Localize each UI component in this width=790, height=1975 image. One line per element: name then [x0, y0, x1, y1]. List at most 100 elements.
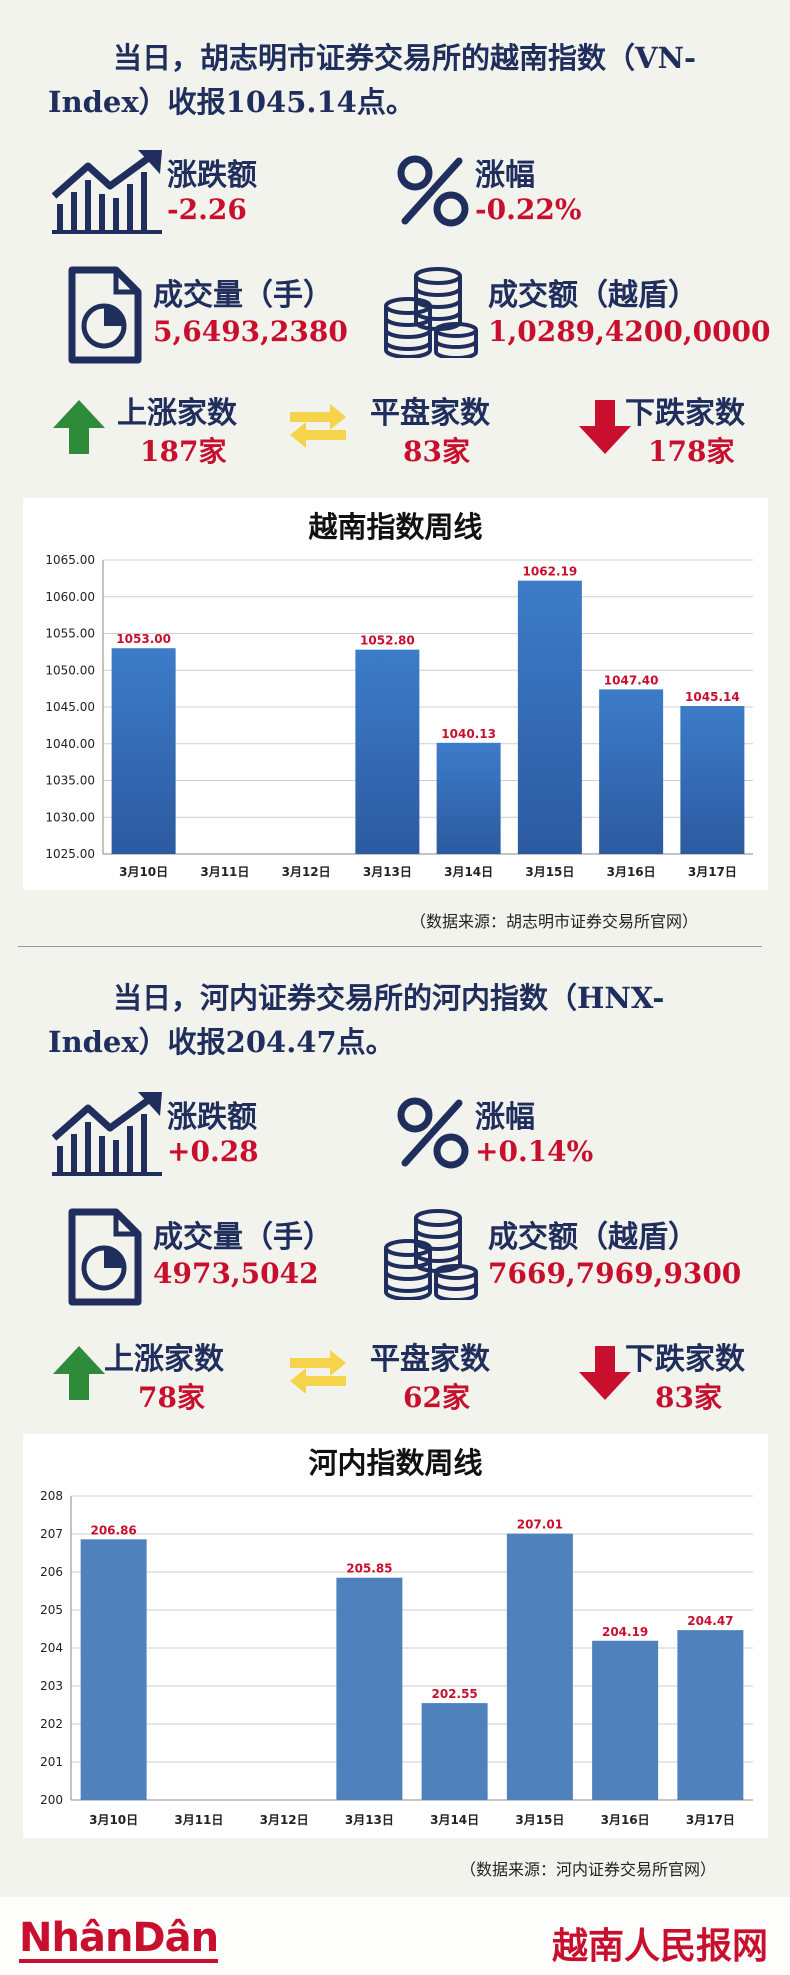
turnover-value: 7669,7969,9300	[488, 1257, 742, 1290]
up-value: 187家	[140, 435, 227, 468]
hnx-index-source: （数据来源：河内证券交易所官网）	[460, 1860, 717, 1879]
pct-label: 涨幅	[475, 1100, 535, 1135]
bar-data-label: 207.01	[517, 1518, 563, 1532]
document-pie-icon	[68, 1208, 142, 1306]
bar-data-label: 1045.14	[685, 690, 740, 704]
coins-stack-icon	[384, 267, 478, 358]
x-tick-label: 3月13日	[363, 865, 412, 879]
turnover-label: 成交额（越盾）	[488, 1220, 698, 1255]
flat-value: 62家	[403, 1381, 470, 1414]
x-tick-label: 3月16日	[607, 865, 656, 879]
down-value: 83家	[655, 1381, 722, 1414]
x-tick-label: 3月10日	[89, 1813, 138, 1827]
bar-data-label: 204.47	[687, 1614, 733, 1628]
turnover-value: 1,0289,4200,0000	[488, 315, 771, 348]
coins-stack-icon	[384, 1209, 478, 1300]
bar	[677, 1630, 744, 1800]
y-tick-label: 204	[40, 1641, 63, 1655]
flat-value: 83家	[403, 435, 470, 468]
bar	[355, 649, 420, 854]
x-tick-label: 3月14日	[444, 865, 493, 879]
pct-label: 涨幅	[475, 158, 535, 193]
percent-icon	[397, 1097, 469, 1169]
section-divider	[18, 946, 762, 947]
percent-icon	[397, 155, 469, 227]
volume-label: 成交量（手）	[153, 1220, 333, 1255]
x-tick-label: 3月15日	[525, 865, 574, 879]
pct-value: +0.14%	[475, 1135, 594, 1168]
x-tick-label: 3月13日	[345, 1813, 394, 1827]
x-tick-label: 3月14日	[430, 1813, 479, 1827]
x-tick-label: 3月12日	[282, 865, 331, 879]
x-tick-label: 3月16日	[601, 1813, 650, 1827]
trend-chart-icon	[51, 1092, 162, 1176]
x-tick-label: 3月15日	[515, 1813, 564, 1827]
bar-data-label: 206.86	[90, 1523, 136, 1537]
x-tick-label: 3月17日	[686, 1813, 735, 1827]
up-label: 上涨家数	[104, 1342, 224, 1377]
down-arrow-icon	[579, 1346, 631, 1400]
y-tick-label: 1040.00	[45, 737, 95, 751]
trend-chart-icon	[51, 150, 162, 234]
bar	[592, 1640, 659, 1800]
y-tick-label: 1045.00	[45, 700, 95, 714]
y-tick-label: 1055.00	[45, 627, 95, 641]
change-label: 涨跌额	[167, 1100, 257, 1135]
vn-index-source: （数据来源：胡志明市证券交易所官网）	[410, 912, 699, 931]
bar	[680, 705, 745, 854]
up-value: 78家	[138, 1381, 205, 1414]
y-tick-label: 200	[40, 1793, 63, 1807]
bar-data-label: 1040.13	[441, 727, 496, 741]
logo-underline	[19, 1959, 219, 1963]
bar-data-label: 204.19	[602, 1625, 648, 1639]
x-tick-label: 3月12日	[260, 1813, 309, 1827]
y-tick-label: 1030.00	[45, 810, 95, 824]
change-label: 涨跌额	[167, 158, 257, 193]
flat-arrows-icon	[290, 1350, 346, 1394]
flat-arrows-icon	[290, 404, 346, 448]
y-tick-label: 1065.00	[45, 553, 95, 567]
bar-data-label: 1052.80	[360, 634, 415, 648]
hnx-index-chart-title: 河内指数周线	[308, 1446, 483, 1480]
y-tick-label: 203	[40, 1679, 63, 1693]
down-label: 下跌家数	[625, 1342, 745, 1377]
x-tick-label: 3月11日	[174, 1813, 223, 1827]
turnover-label: 成交额（越盾）	[488, 278, 698, 313]
site-name-logo[interactable]: 越南人民报网	[551, 1925, 768, 1967]
bar	[506, 1533, 573, 1800]
vn-index-chart-panel: 越南指数周线 1025.00 1030.00 1035.00 1040.00 1045.…	[23, 498, 768, 890]
volume-value: 5,6493,2380	[153, 315, 348, 348]
vn-index-chart-title: 越南指数周线	[308, 510, 483, 544]
y-tick-label: 1025.00	[45, 847, 95, 861]
nhandan-logo[interactable]: NhânDân	[19, 1915, 219, 1963]
pct-value: -0.22%	[475, 193, 582, 226]
y-tick-label: 208	[40, 1489, 63, 1503]
bar	[80, 1539, 147, 1800]
vn-index-bar-chart: 1025.00 1030.00 1035.00 1040.00 1045.00 1050.…	[45, 553, 753, 879]
y-tick-label: 201	[40, 1755, 63, 1769]
bar-data-label: 1062.19	[523, 565, 578, 579]
up-label: 上涨家数	[117, 396, 237, 431]
x-tick-label: 3月10日	[119, 865, 168, 879]
bar-data-label: 1047.40	[604, 673, 659, 687]
x-tick-label: 3月11日	[200, 865, 249, 879]
up-arrow-icon	[53, 400, 105, 454]
x-tick-label: 3月17日	[688, 865, 737, 879]
up-arrow-icon	[53, 1346, 105, 1400]
bar-data-label: 205.85	[346, 1562, 392, 1576]
flat-label: 平盘家数	[370, 1342, 490, 1377]
footer-bar: NhânDân 越南人民报网	[0, 1897, 790, 1975]
down-value: 178家	[648, 435, 735, 468]
y-tick-label: 206	[40, 1565, 63, 1579]
bar-data-label: 1053.00	[116, 632, 171, 646]
nhandan-logo-text: NhânDân	[19, 1915, 219, 1961]
vn-index-headline: 当日，胡志明市证券交易所的越南指数（VN-Index）收报1045.14点。	[48, 41, 697, 119]
document-pie-icon	[68, 266, 142, 364]
bar	[436, 742, 501, 854]
y-tick-label: 1050.00	[45, 663, 95, 677]
hnx-index-bar-chart: 200 201 202 203 204 205 206 207 208 206.86 3月10日 3月…	[40, 1489, 753, 1827]
bar	[599, 689, 664, 854]
bar	[421, 1703, 488, 1800]
bar-data-label: 202.55	[431, 1687, 477, 1701]
volume-value: 4973,5042	[153, 1257, 319, 1290]
